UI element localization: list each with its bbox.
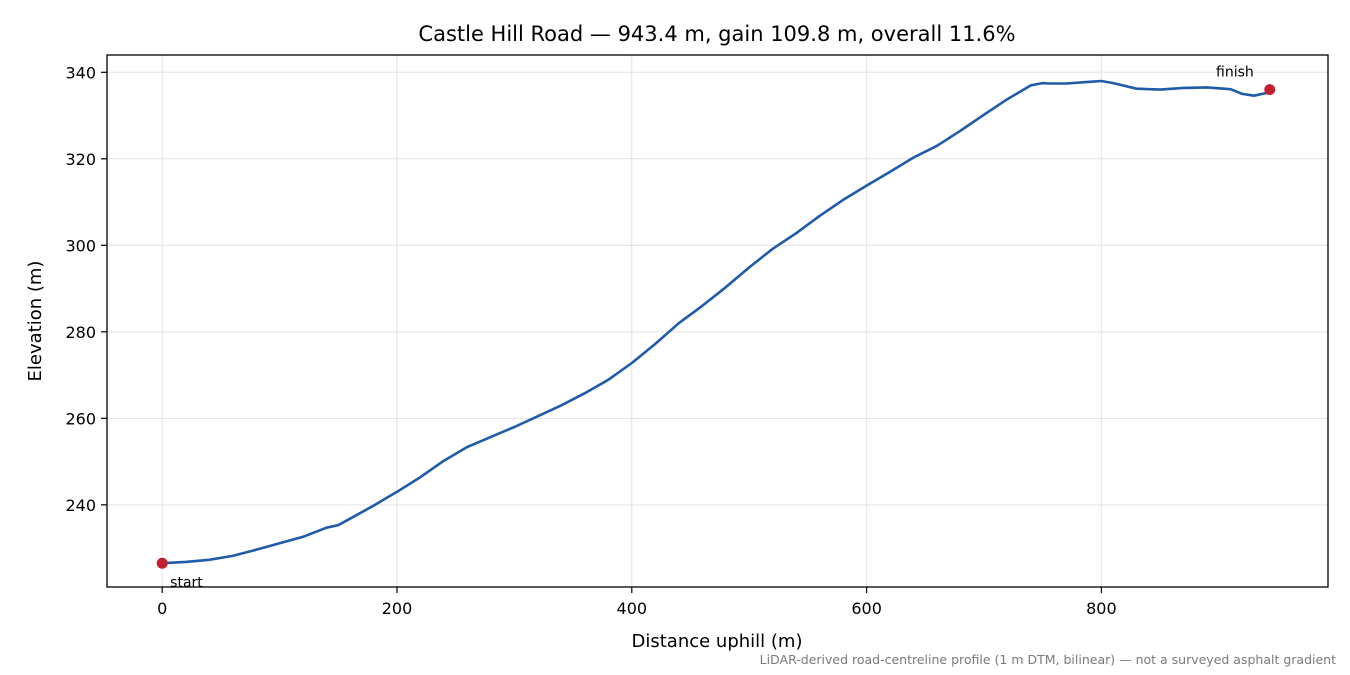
grid (107, 55, 1328, 587)
x-axis-ticks: 0 200 400 600 800 (157, 587, 1117, 618)
y-tick-label: 240 (65, 496, 96, 515)
y-tick-label: 280 (65, 323, 96, 342)
finish-label: finish (1216, 65, 1254, 81)
data-source-footnote: LiDAR-derived road-centreline profile (1… (759, 652, 1336, 667)
finish-marker (1264, 84, 1276, 96)
y-tick-label: 340 (65, 63, 96, 82)
elevation-line (162, 79, 1271, 565)
y-axis-ticks: 240 260 280 300 320 340 (65, 63, 107, 515)
x-axis-label: Distance uphill (m) (632, 631, 803, 652)
x-tick-label: 800 (1086, 599, 1117, 618)
chart-title: Castle Hill Road — 943.4 m, gain 109.8 m… (418, 22, 1015, 46)
endpoint-markers: start finish (156, 65, 1276, 591)
x-tick-label: 200 (382, 599, 413, 618)
x-tick-label: 400 (617, 599, 648, 618)
y-tick-label: 300 (65, 236, 96, 255)
y-tick-label: 320 (65, 150, 96, 169)
y-axis-label: Elevation (m) (25, 261, 46, 382)
plot-area-frame (106, 54, 1329, 588)
x-tick-label: 600 (851, 599, 882, 618)
x-tick-label: 0 (157, 599, 167, 618)
start-marker (156, 557, 168, 569)
y-tick-label: 260 (65, 409, 96, 428)
start-label: start (170, 575, 203, 591)
